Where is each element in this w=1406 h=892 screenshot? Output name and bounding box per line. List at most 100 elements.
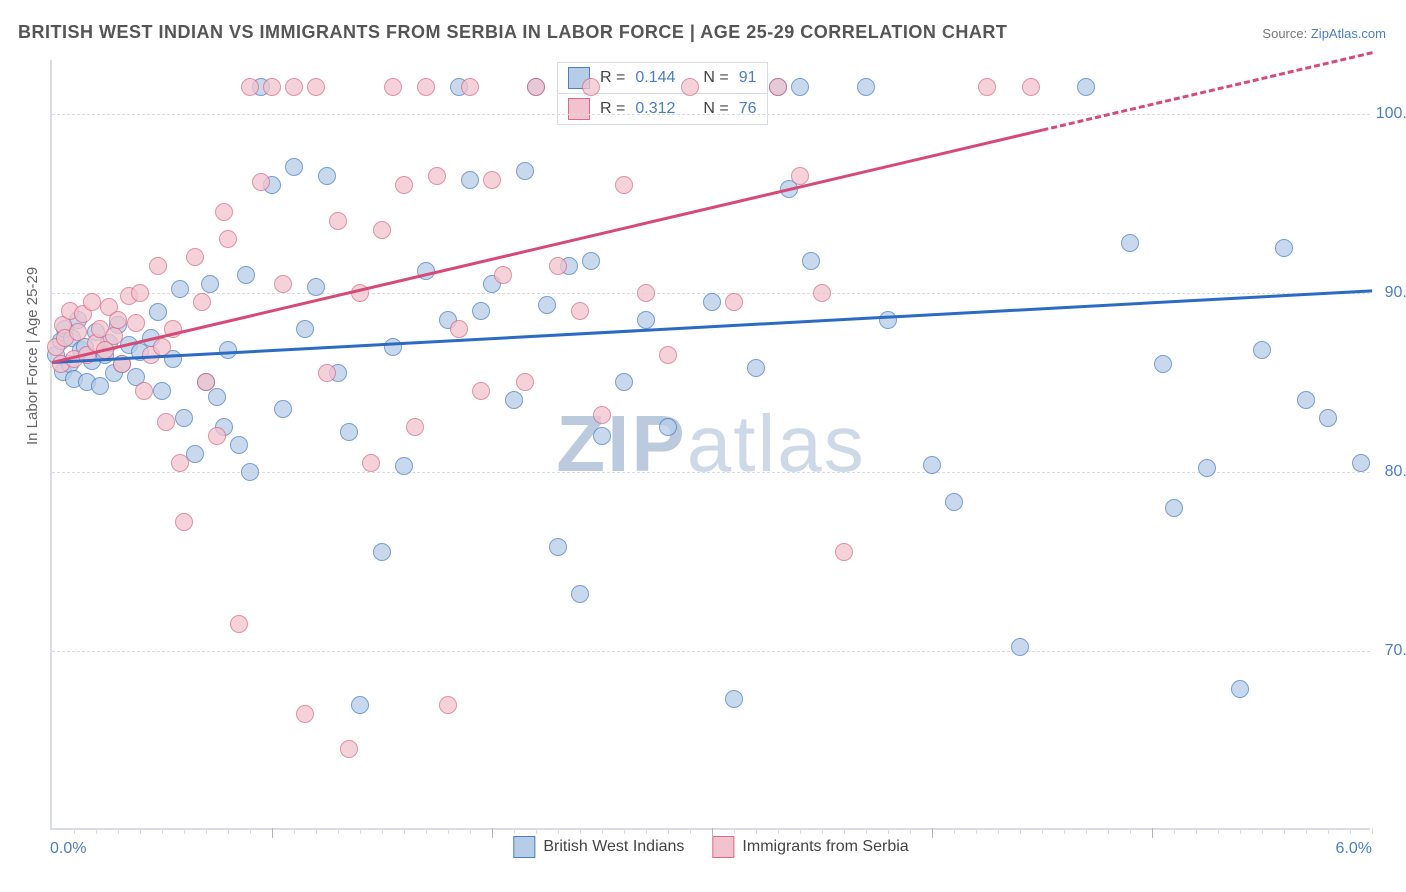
scatter-point [406,418,424,436]
scatter-point [637,284,655,302]
x-tick-minor [1042,828,1043,834]
watermark-part2: atlas [687,399,866,488]
scatter-point [175,513,193,531]
scatter-point [516,162,534,180]
scatter-point [274,400,292,418]
x-tick-minor [580,828,581,834]
x-tick-minor [1174,828,1175,834]
scatter-point [527,78,545,96]
x-tick-minor [1306,828,1307,834]
scatter-point [505,391,523,409]
scatter-point [813,284,831,302]
x-tick-minor [316,828,317,834]
x-tick-minor [228,828,229,834]
x-tick-minor [888,828,889,834]
scatter-point [978,78,996,96]
scatter-point [879,311,897,329]
n-value-bwi: 91 [739,69,757,87]
x-tick-minor [360,828,361,834]
scatter-point [373,221,391,239]
scatter-point [241,78,259,96]
x-tick-minor [294,828,295,834]
scatter-point [362,454,380,472]
x-tick-minor [602,828,603,834]
scatter-point [171,280,189,298]
y-tick-label: 80.0% [1385,463,1406,481]
x-tick-minor [338,828,339,834]
scatter-point [703,293,721,311]
y-tick-label: 100.0% [1376,105,1406,123]
scatter-point [725,293,743,311]
scatter-point [593,427,611,445]
scatter-point [835,543,853,561]
x-tick-minor [1064,828,1065,834]
x-tick-minor [998,828,999,834]
scatter-point [516,373,534,391]
scatter-point [219,230,237,248]
x-tick-minor [1350,828,1351,834]
scatter-point [186,445,204,463]
x-tick-minor [206,828,207,834]
scatter-point [285,78,303,96]
x-tick-minor [800,828,801,834]
scatter-point [725,690,743,708]
scatter-point [1165,499,1183,517]
plot-area: ZIPatlas R = 0.144 N = 91 R = 0.312 N = … [50,60,1370,830]
scatter-point [1297,391,1315,409]
scatter-point [593,406,611,424]
x-tick-minor [470,828,471,834]
scatter-point [109,311,127,329]
scatter-point [461,78,479,96]
x-tick-minor [690,828,691,834]
scatter-point [131,284,149,302]
scatter-point [208,388,226,406]
x-tick-minor [976,828,977,834]
x-tick-minor [778,828,779,834]
x-tick-minor [536,828,537,834]
scatter-point [201,275,219,293]
scatter-point [230,615,248,633]
x-tick-major [1152,828,1153,838]
gridline-h [52,651,1370,652]
legend-label-serbia: Immigrants from Serbia [742,838,908,856]
x-tick-minor [734,828,735,834]
scatter-point [1022,78,1040,96]
scatter-point [208,427,226,445]
x-tick-major [272,828,273,838]
source-link[interactable]: ZipAtlas.com [1311,26,1386,41]
gridline-h [52,114,1370,115]
x-tick-minor [756,828,757,834]
scatter-point [237,266,255,284]
scatter-point [285,158,303,176]
scatter-point [1319,409,1337,427]
scatter-point [395,176,413,194]
scatter-point [340,423,358,441]
x-tick-minor [184,828,185,834]
scatter-point [318,167,336,185]
x-tick-major [492,828,493,838]
scatter-point [802,252,820,270]
scatter-point [241,463,259,481]
scatter-point [149,257,167,275]
y-tick-label: 90.0% [1385,284,1406,302]
scatter-point [197,373,215,391]
scatter-point [83,293,101,311]
x-tick-minor [844,828,845,834]
legend-swatch-serbia [712,836,734,858]
scatter-point [945,493,963,511]
scatter-point [769,78,787,96]
scatter-point [659,346,677,364]
x-tick-minor [448,828,449,834]
x-tick-minor [1372,828,1373,834]
x-tick-minor [404,828,405,834]
x-tick-major [712,828,713,838]
scatter-point [263,78,281,96]
scatter-point [149,303,167,321]
scatter-point [747,359,765,377]
scatter-point [395,457,413,475]
scatter-point [428,167,446,185]
x-tick-minor [382,828,383,834]
x-tick-minor [1108,828,1109,834]
scatter-point [582,252,600,270]
scatter-point [582,78,600,96]
